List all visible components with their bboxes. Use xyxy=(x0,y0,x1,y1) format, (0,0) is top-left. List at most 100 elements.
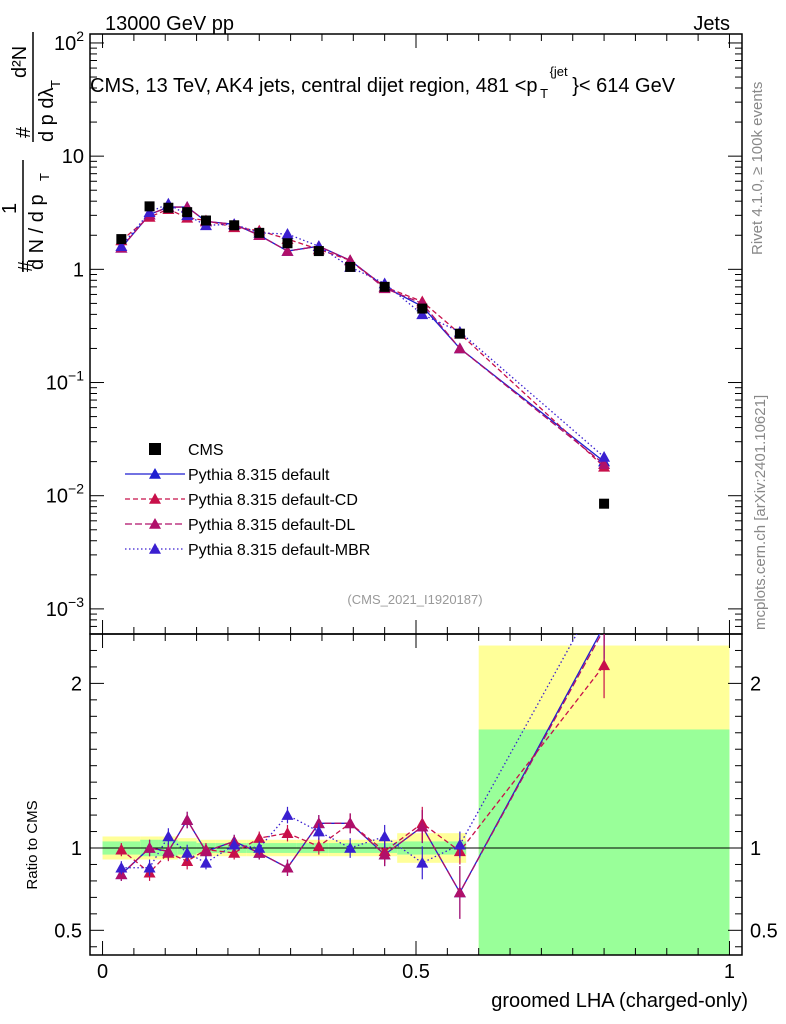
x-tick-label: 1 xyxy=(724,961,735,983)
point-ratio-cd xyxy=(312,840,325,852)
bottom-y-tick-label-left: 0.5 xyxy=(54,920,82,942)
legend-label-mbr: Pythia 8.315 default-MBR xyxy=(188,542,370,559)
y-label-dN-dpT: d N / d p xyxy=(26,194,48,270)
mcplots-label: mcplots.cern.ch [arXiv:2401.10621] xyxy=(752,395,769,630)
top-y-tick-label: 1 xyxy=(73,259,84,281)
point-ratio-mbr xyxy=(181,846,194,858)
point-ratio-dl xyxy=(378,848,391,860)
series-line-top-mbr xyxy=(120,202,605,458)
legend-marker-dl xyxy=(149,518,161,529)
top-y-tick-label: 10−1 xyxy=(46,368,84,395)
point-ratio-dl xyxy=(312,817,325,829)
y-label-T: T xyxy=(37,173,52,181)
bottom-y-tick-label-left: 1 xyxy=(71,838,82,860)
cms-data-point xyxy=(144,201,155,212)
point-ratio-mbr xyxy=(199,856,212,868)
point-ratio-cd xyxy=(253,832,266,843)
point-ratio-dl xyxy=(181,814,194,825)
series xyxy=(115,197,611,919)
bottom-y-tick-label-left: 2 xyxy=(71,673,82,695)
legend-marker-mbr xyxy=(149,543,161,554)
axes: 10−3 10−2 10−1 1 10 102 0.5 0.5 1 1 2 2 0 0.5 1 xyxy=(46,28,778,983)
y-label-d2N: d²N xyxy=(9,46,31,78)
plot-title-sub: T xyxy=(540,86,548,101)
cms-data-point xyxy=(282,238,293,249)
y-label-top: # 1 d N / d p T # d²N d p dλ T xyxy=(0,32,63,272)
point-ratio-dl xyxy=(453,886,466,898)
point-ratio-mbr xyxy=(453,838,466,850)
header-right: Jets xyxy=(693,13,730,35)
y-label-one: 1 xyxy=(0,203,21,214)
legend-marker-default xyxy=(149,468,161,479)
cms-data-point xyxy=(163,202,174,213)
point-ratio-mbr xyxy=(228,838,241,850)
series-line-ratio-dl xyxy=(120,634,603,894)
legend-label-cms: CMS xyxy=(188,442,224,459)
series-line-top-cd xyxy=(120,208,605,468)
top-y-tick-label: 102 xyxy=(54,28,84,55)
cms-data-point xyxy=(229,220,240,231)
uncertainty-bands xyxy=(102,645,730,955)
point-ratio-cd xyxy=(281,827,294,838)
plot-title-sup: {jet xyxy=(550,64,568,79)
cms-data-point xyxy=(599,498,610,509)
cms-data-point xyxy=(454,328,465,339)
point-top-mbr xyxy=(115,240,128,252)
top-y-tick-label: 10−3 xyxy=(46,594,84,621)
point-ratio-mbr xyxy=(378,830,391,842)
point-ratio-mbr xyxy=(115,861,128,873)
legend-label-default: Pythia 8.315 default xyxy=(188,467,330,484)
cms-data-point xyxy=(345,261,356,272)
cms-data-point xyxy=(254,227,265,238)
series-line-top-dl xyxy=(120,206,605,465)
point-ratio-dl xyxy=(143,842,156,853)
legend-label-cd: Pythia 8.315 default-CD xyxy=(188,492,358,509)
point-ratio-mbr xyxy=(162,830,175,842)
cms-data-point xyxy=(200,215,211,226)
y-label-T2: T xyxy=(48,80,63,88)
point-top-mbr xyxy=(281,228,294,239)
point-ratio-dl xyxy=(281,861,294,873)
plot-title-tail: }< 614 GeV xyxy=(572,75,676,97)
x-label: groomed LHA (charged-only) xyxy=(491,990,748,1012)
point-ratio-dl xyxy=(199,845,212,857)
point-ratio-mbr xyxy=(253,842,266,853)
band-inner-bin xyxy=(478,729,730,955)
plot-title: CMS, 13 TeV, AK4 jets, central dijet reg… xyxy=(90,59,676,103)
top-y-tick-label: 10 xyxy=(62,146,84,168)
top-y-tick-label: 10−2 xyxy=(46,481,84,508)
point-top-dl xyxy=(453,342,466,354)
legend: CMS Pythia 8.315 default Pythia 8.315 defa… xyxy=(125,442,370,559)
analysis-id: (CMS_2021_I1920187) xyxy=(347,592,482,607)
y-label-hash: # xyxy=(15,260,37,272)
bottom-y-tick-label-right: 0.5 xyxy=(750,920,778,942)
point-top-mbr xyxy=(598,450,611,462)
point-ratio-dl xyxy=(162,845,175,857)
plot-title-main: CMS, 13 TeV, AK4 jets, central dijet reg… xyxy=(90,75,538,97)
point-top-mbr xyxy=(416,308,429,320)
legend-marker-cd xyxy=(149,493,161,504)
point-ratio-dl xyxy=(416,820,429,832)
bottom-y-tick-label-right: 1 xyxy=(750,838,761,860)
legend-marker-cms xyxy=(149,443,161,455)
cms-data-point xyxy=(417,303,428,314)
point-ratio-mbr xyxy=(143,861,156,873)
series-line-top-default xyxy=(120,206,605,463)
legend-label-dl: Pythia 8.315 default-DL xyxy=(188,517,355,534)
point-top-mbr xyxy=(143,206,156,217)
bottom-y-tick-label-right: 2 xyxy=(750,673,761,695)
x-tick-label: 0 xyxy=(97,961,108,983)
cms-data-point xyxy=(116,234,127,245)
point-ratio-mbr xyxy=(416,856,429,868)
point-top-dl xyxy=(598,458,611,469)
cms-data-point xyxy=(379,281,390,292)
header-left: 13000 GeV pp xyxy=(105,13,234,35)
rivet-label: Rivet 4.1.0, ≥ 100k events xyxy=(749,82,766,255)
point-ratio-cd xyxy=(598,659,611,671)
y-label-dpT-dlambda: d p dλ xyxy=(36,88,58,142)
point-ratio-cd xyxy=(115,843,128,855)
point-ratio-mbr xyxy=(344,842,357,853)
cms-data-point xyxy=(182,207,193,218)
y-label-hash2: # xyxy=(13,126,35,138)
